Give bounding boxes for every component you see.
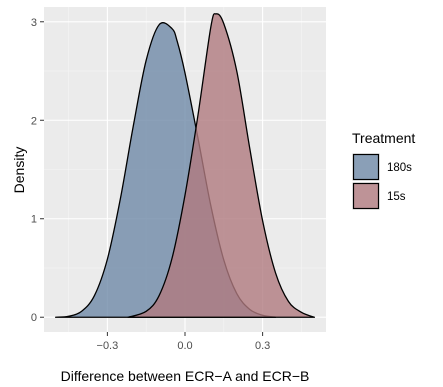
y-tick-label: 2: [31, 115, 37, 127]
x-tick-label: −0.3: [97, 340, 119, 352]
density-area-15s: [127, 13, 316, 318]
y-tick-label: 0: [31, 312, 37, 324]
legend-title: Treatment: [352, 130, 415, 146]
legend-label-180s: 180s: [387, 162, 412, 174]
y-tick-label: 3: [31, 17, 37, 29]
legend-item-15s: 15s: [352, 182, 406, 210]
legend-items: 180s 15s: [352, 153, 412, 210]
y-axis-title: Density: [11, 147, 27, 194]
density-areas: [54, 13, 316, 318]
axis-tick-labels: −0.3 0.0 0.3 0 1 2 3: [31, 17, 270, 352]
legend: Treatment 180s 15s: [352, 130, 415, 210]
legend-label-15s: 15s: [387, 191, 406, 203]
x-axis-title: Difference between ECR−A and ECR−B: [61, 368, 310, 384]
legend-swatch-180s: [352, 153, 380, 181]
legend-swatch-15s: [352, 182, 380, 210]
x-tick-label: 0.3: [255, 340, 270, 352]
y-tick-label: 1: [31, 214, 37, 226]
axis-ticks: [40, 21, 264, 336]
legend-item-180s: 180s: [352, 153, 412, 181]
x-tick-label: 0.0: [177, 340, 192, 352]
